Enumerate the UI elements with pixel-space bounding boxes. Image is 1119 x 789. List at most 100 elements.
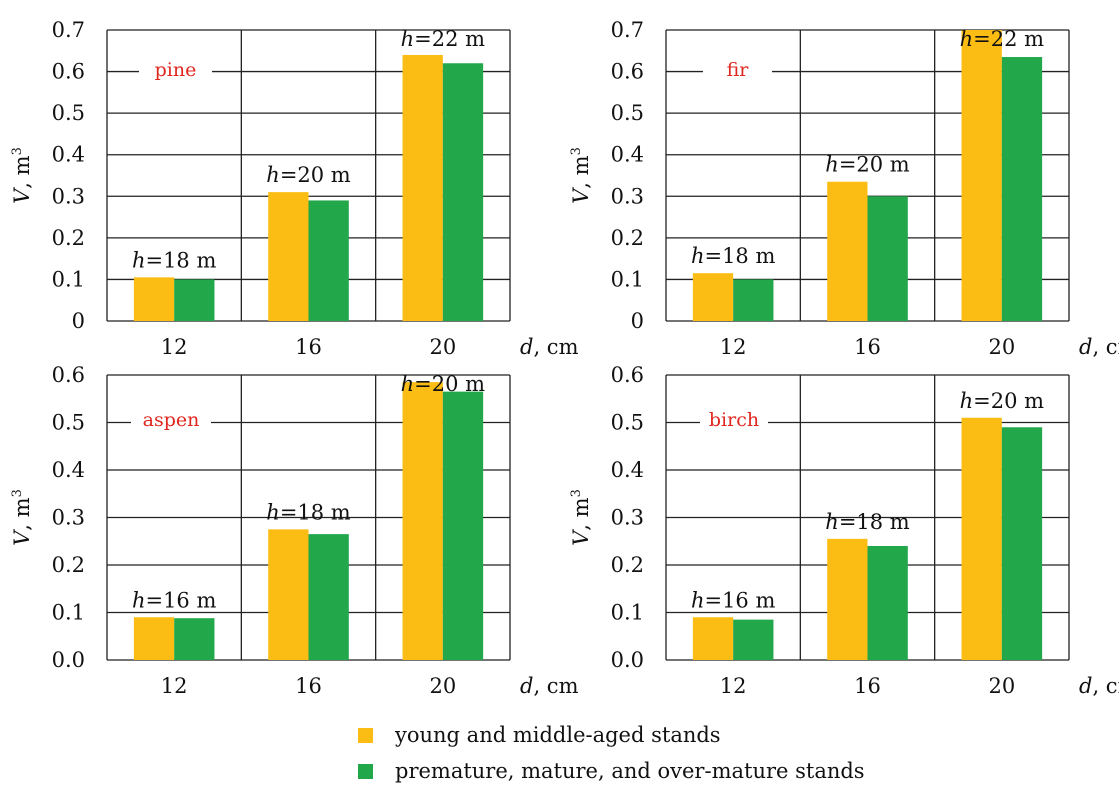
height-label: h=18 m — [266, 500, 351, 524]
height-label: h=18 m — [132, 248, 217, 272]
y-tick-label: 0.6 — [52, 60, 85, 84]
y-tick-label: 0.7 — [52, 18, 85, 42]
panel-label: pine — [155, 59, 197, 81]
x-tick-label: 12 — [720, 335, 747, 359]
x-axis-var: d — [520, 335, 533, 359]
y-axis-unit: , m — [10, 155, 34, 188]
y-tick-label: 0 — [631, 309, 644, 333]
x-axis-label: d, cm — [520, 674, 579, 698]
height-label-value: =22 m — [973, 27, 1044, 51]
x-axis-label: d, cm — [1079, 335, 1119, 359]
bar-young — [402, 382, 443, 660]
x-axis-label: d, cm — [1079, 674, 1119, 698]
y-axis-var: V — [10, 187, 34, 204]
x-tick-label: 20 — [988, 674, 1015, 698]
height-label: h=22 m — [960, 27, 1045, 51]
y-tick-label: 0.1 — [611, 267, 644, 291]
y-tick-label: 0.6 — [52, 363, 85, 387]
height-label-var: h — [825, 153, 839, 177]
bar-mature — [1001, 57, 1043, 322]
y-tick-label: 0.2 — [611, 226, 644, 250]
y-tick-label: 0.6 — [611, 363, 644, 387]
bar-mature — [174, 618, 215, 660]
y-tick-label: 0.3 — [611, 184, 644, 208]
panel-label: fir — [727, 59, 750, 81]
y-tick-label: 0.2 — [52, 553, 85, 577]
x-axis-unit: , cm — [533, 335, 578, 359]
bar-young — [133, 277, 175, 321]
height-label-value: =20 m — [973, 389, 1044, 413]
bar-mature — [1001, 427, 1043, 660]
x-tick-label: 20 — [988, 335, 1015, 359]
x-tick-label: 20 — [429, 674, 456, 698]
y-axis-var: V — [569, 187, 593, 204]
y-axis-unit: , m — [569, 497, 593, 530]
height-label-value: =20 m — [839, 153, 910, 177]
x-tick-label: 12 — [161, 674, 188, 698]
bar-mature — [733, 279, 774, 321]
y-tick-label: 0.5 — [52, 411, 85, 435]
height-label-var: h — [691, 244, 705, 268]
y-axis-unit: , m — [569, 155, 593, 188]
height-label-var: h — [401, 372, 415, 396]
legend-swatch-mature — [358, 763, 373, 779]
bar-mature — [867, 546, 908, 660]
y-tick-label: 0.4 — [52, 143, 85, 167]
panel-label-bg — [700, 405, 768, 432]
height-label-var: h — [825, 510, 839, 534]
height-label-value: =16 m — [145, 588, 216, 612]
height-label-value: =16 m — [704, 588, 775, 612]
y-axis-label: V, m3 — [10, 489, 34, 546]
bar-young — [133, 617, 175, 660]
x-tick-label: 12 — [161, 335, 188, 359]
y-tick-label: 0.4 — [52, 458, 85, 482]
y-axis-sup: 3 — [569, 489, 584, 497]
legend-item-young: young and middle-aged stands — [358, 717, 918, 753]
x-axis-unit: , cm — [1092, 674, 1119, 698]
y-tick-label: 0.0 — [611, 648, 644, 672]
y-tick-label: 0.4 — [611, 143, 644, 167]
height-label-value: =18 m — [280, 500, 351, 524]
y-axis-sup: 3 — [10, 489, 25, 497]
legend-swatch-young — [358, 727, 373, 743]
bar-young — [827, 181, 868, 321]
height-label-var: h — [132, 248, 146, 272]
height-label-var: h — [132, 588, 146, 612]
x-tick-label: 12 — [720, 674, 747, 698]
x-axis-var: d — [520, 674, 533, 698]
y-tick-label: 0.3 — [52, 184, 85, 208]
y-tick-label: 0.1 — [611, 601, 644, 625]
bar-mature — [442, 391, 484, 660]
x-tick-label: 20 — [429, 335, 456, 359]
height-label-value: =22 m — [414, 27, 485, 51]
x-axis-unit: , cm — [1092, 335, 1119, 359]
y-axis-unit: , m — [10, 497, 34, 530]
x-tick-label: 16 — [295, 335, 322, 359]
bar-young — [268, 529, 309, 660]
y-axis-label: V, m3 — [10, 147, 34, 204]
y-tick-label: 0.2 — [52, 226, 85, 250]
bar-mature — [733, 619, 774, 660]
height-label: h=20 m — [960, 389, 1045, 413]
x-tick-label: 16 — [854, 674, 881, 698]
y-tick-label: 0.2 — [611, 553, 644, 577]
height-label: h=22 m — [401, 27, 486, 51]
bar-mature — [174, 279, 215, 321]
y-tick-label: 0.1 — [52, 267, 85, 291]
panel-label-bg — [139, 57, 212, 82]
height-label-value: =18 m — [839, 510, 910, 534]
panel-label: aspen — [143, 409, 200, 431]
height-label: h=20 m — [401, 372, 486, 396]
height-label-var: h — [960, 389, 974, 413]
bar-young — [692, 617, 734, 660]
x-tick-label: 16 — [854, 335, 881, 359]
y-axis-sup: 3 — [10, 147, 25, 155]
legend-label-mature: premature, mature, and over-mature stand… — [395, 759, 865, 783]
bar-young — [402, 54, 443, 321]
x-axis-label: d, cm — [520, 335, 579, 359]
y-tick-label: 0.3 — [611, 506, 644, 530]
